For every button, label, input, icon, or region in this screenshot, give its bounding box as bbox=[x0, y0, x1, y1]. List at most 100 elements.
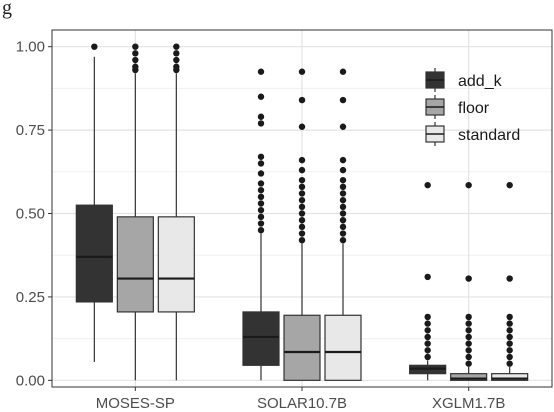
outlier-point bbox=[257, 160, 265, 167]
outlier-point bbox=[506, 313, 513, 321]
outlier-point bbox=[298, 156, 306, 164]
box-floor bbox=[116, 43, 154, 381]
outlier-point bbox=[465, 360, 472, 367]
legend-item-floor: floor bbox=[425, 95, 490, 119]
legend-label: standard bbox=[458, 127, 520, 144]
legend-item-standard: standard bbox=[425, 122, 520, 146]
outlier-point bbox=[424, 327, 431, 334]
box-floor bbox=[283, 68, 321, 381]
outlier-point bbox=[298, 236, 306, 244]
y-tick-label: 1.00 bbox=[16, 39, 45, 56]
outlier-point bbox=[298, 166, 306, 174]
outlier-point bbox=[465, 320, 472, 327]
outlier-point bbox=[339, 96, 347, 104]
outlier-point bbox=[257, 206, 265, 214]
box-add_k bbox=[242, 68, 280, 381]
outlier-point bbox=[424, 353, 431, 361]
outlier-point bbox=[298, 210, 306, 217]
outlier-point bbox=[339, 166, 347, 174]
outlier-point bbox=[257, 153, 265, 160]
outlier-point bbox=[506, 340, 513, 347]
outlier-point bbox=[298, 223, 306, 231]
legend-label: add_k bbox=[458, 73, 503, 90]
outlier-point bbox=[298, 203, 306, 211]
outlier-point bbox=[424, 333, 431, 341]
box-body bbox=[450, 373, 488, 381]
outlier-point bbox=[339, 183, 347, 191]
outlier-point bbox=[465, 353, 472, 361]
box-standard bbox=[324, 68, 362, 381]
outlier-point bbox=[91, 43, 98, 50]
outlier-point bbox=[465, 181, 472, 189]
header-fragment: g bbox=[2, 0, 12, 19]
outlier-point bbox=[465, 313, 472, 321]
outlier-point bbox=[173, 43, 180, 50]
box-add_k bbox=[409, 181, 447, 381]
outlier-point bbox=[465, 347, 472, 354]
outlier-point bbox=[257, 170, 265, 177]
outlier-point bbox=[257, 113, 265, 120]
outlier-point bbox=[339, 230, 347, 237]
outlier-point bbox=[424, 313, 431, 321]
outlier-point bbox=[506, 320, 513, 327]
outlier-point bbox=[298, 196, 306, 204]
outlier-point bbox=[424, 320, 431, 327]
x-tick-label: XGLM1.7B bbox=[432, 395, 505, 412]
outlier-point bbox=[506, 327, 513, 334]
y-tick-label: 0.50 bbox=[16, 206, 45, 223]
box-floor bbox=[450, 181, 488, 381]
outlier-point bbox=[339, 236, 347, 244]
outlier-point bbox=[132, 63, 139, 70]
box-add_k bbox=[75, 43, 113, 362]
outlier-point bbox=[339, 68, 347, 75]
outlier-point bbox=[298, 123, 306, 130]
outlier-point bbox=[506, 181, 513, 189]
outlier-point bbox=[298, 68, 306, 75]
outlier-point bbox=[339, 176, 347, 184]
axes: 0.00 0.25 0.50 0.75 1.00 MOSES-SP SOLAR10.7B XG… bbox=[16, 39, 506, 412]
outlier-point bbox=[132, 56, 139, 64]
boxes bbox=[75, 43, 529, 381]
outlier-point bbox=[506, 360, 513, 367]
outlier-point bbox=[173, 63, 180, 70]
outlier-point bbox=[465, 340, 472, 347]
box-body bbox=[324, 314, 362, 381]
x-tick-label: SOLAR10.7B bbox=[257, 395, 347, 412]
outlier-point bbox=[257, 180, 265, 187]
legend-item-add_k: add_k bbox=[425, 68, 503, 92]
outlier-point bbox=[506, 347, 513, 354]
outlier-point bbox=[298, 190, 306, 197]
outlier-point bbox=[506, 275, 513, 282]
box-standard bbox=[491, 181, 529, 381]
outlier-point bbox=[298, 216, 306, 224]
x-tick-label: MOSES-SP bbox=[96, 395, 175, 412]
box-body bbox=[283, 314, 321, 381]
outlier-point bbox=[298, 96, 306, 104]
outlier-point bbox=[257, 68, 265, 75]
outlier-point bbox=[173, 56, 180, 64]
outlier-point bbox=[339, 203, 347, 211]
outlier-point bbox=[424, 347, 431, 354]
box-body bbox=[242, 311, 280, 366]
outlier-point bbox=[339, 216, 347, 224]
outlier-point bbox=[339, 190, 347, 197]
outlier-point bbox=[257, 93, 265, 100]
box-body bbox=[75, 204, 113, 303]
legend-label: floor bbox=[458, 100, 490, 117]
y-tick-label: 0.00 bbox=[16, 372, 45, 389]
outlier-point bbox=[257, 200, 265, 207]
outlier-point bbox=[339, 123, 347, 130]
outlier-point bbox=[257, 226, 265, 234]
outlier-point bbox=[132, 50, 139, 57]
box-body bbox=[491, 373, 529, 381]
outlier-point bbox=[257, 213, 265, 221]
outlier-point bbox=[424, 340, 431, 347]
outlier-point bbox=[506, 353, 513, 361]
outlier-point bbox=[465, 275, 472, 282]
outlier-point bbox=[424, 181, 431, 189]
y-tick-label: 0.75 bbox=[16, 122, 45, 139]
outlier-point bbox=[339, 210, 347, 217]
outlier-point bbox=[506, 333, 513, 341]
